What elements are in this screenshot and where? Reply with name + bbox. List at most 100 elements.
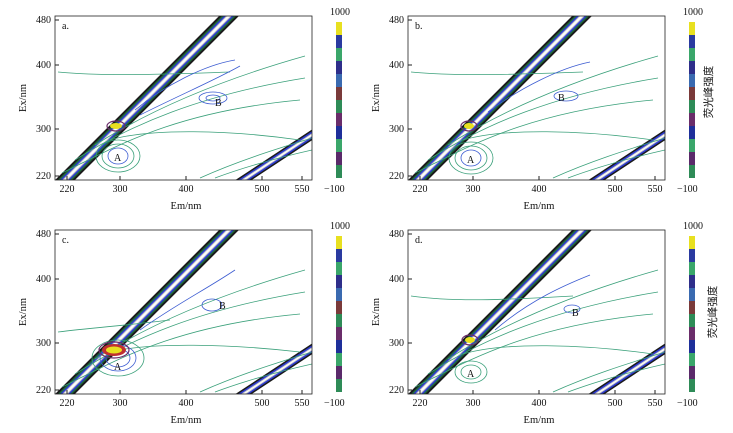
contour-field-c <box>55 230 312 394</box>
x-ticks-c: 220 300 400 500 550 <box>60 390 310 409</box>
panel-b: 220 300 400 500 550 220 300 400 480 Em/n… <box>371 7 715 212</box>
colorbar-max-label: 1000 <box>683 221 703 232</box>
peak-label-b: B <box>558 93 565 104</box>
second-order-band-c <box>235 343 312 394</box>
y-ticks-d: 220 300 400 480 <box>389 229 412 396</box>
y-tick-label: 480 <box>36 229 51 240</box>
x-tick-label: 550 <box>295 398 310 409</box>
peak-label-b: B <box>219 301 226 312</box>
colorbar-max-label: 1000 <box>330 7 350 18</box>
y-axis-label: Ex/nm <box>18 84 29 112</box>
intense-core-c <box>98 341 130 359</box>
rayleigh-band-d <box>408 230 592 394</box>
y-tick-label: 400 <box>36 274 51 285</box>
y-tick-label: 220 <box>389 171 404 182</box>
intense-core-a <box>106 120 126 132</box>
colorbar-min-label: −100 <box>324 398 345 409</box>
plot-frame-c <box>54 229 313 395</box>
second-order-band-d <box>588 343 665 394</box>
panel-a: 220 300 400 500 550 220 300 400 480 Em/n… <box>18 7 350 212</box>
panel-d: 220 300 400 500 550 220 300 400 480 Em/n… <box>371 221 719 426</box>
plot-frame-a <box>54 15 313 181</box>
x-tick-label: 400 <box>532 184 547 195</box>
rayleigh-band-a <box>55 16 239 180</box>
contour-lines-d <box>410 269 665 393</box>
y-tick-label: 480 <box>36 15 51 26</box>
contour-lines-a <box>57 55 312 179</box>
y-tick-label: 480 <box>389 15 404 26</box>
y-ticks-a: 220 300 400 480 <box>36 15 59 182</box>
panel-label: c. <box>62 235 69 246</box>
colorbar-b: 1000 −100 荧光峰强度 <box>677 7 715 195</box>
y-tick-label: 400 <box>389 60 404 71</box>
colorbar-min-label: −100 <box>677 398 698 409</box>
colorbar-title: 荧光峰强度 <box>706 285 719 338</box>
colorbar-min-label: −100 <box>324 184 345 195</box>
x-axis-label: Em/nm <box>524 415 555 426</box>
peak-label-b: B <box>215 98 222 109</box>
x-axis-label: Em/nm <box>171 415 202 426</box>
x-tick-label: 550 <box>295 184 310 195</box>
x-tick-label: 220 <box>60 184 75 195</box>
panel-c: 220 300 400 500 550 220 300 400 480 Em/n… <box>18 221 350 426</box>
peak-label-a: A <box>114 362 122 373</box>
colorbar-d: 1000 −100 荧光峰强度 <box>677 221 719 409</box>
plot-frame-d <box>407 229 666 395</box>
x-tick-label: 400 <box>179 398 194 409</box>
panel-label: d. <box>415 235 423 246</box>
y-tick-label: 400 <box>36 60 51 71</box>
panel-label: b. <box>415 21 423 32</box>
plot-frame-b <box>407 15 666 181</box>
y-tick-label: 400 <box>389 274 404 285</box>
x-tick-label: 300 <box>466 398 481 409</box>
x-tick-label: 300 <box>113 398 128 409</box>
y-tick-label: 300 <box>389 124 404 135</box>
y-tick-label: 300 <box>36 338 51 349</box>
colorbar-max-label: 1000 <box>683 7 703 18</box>
contour-lines-b <box>410 55 665 179</box>
contour-field-d <box>408 230 665 394</box>
second-order-band-b <box>588 129 665 180</box>
y-axis-label: Ex/nm <box>371 298 382 326</box>
peak-label-a: A <box>467 155 475 166</box>
y-tick-label: 220 <box>36 171 51 182</box>
panel-label: a. <box>62 21 69 32</box>
x-tick-label: 300 <box>113 184 128 195</box>
x-tick-label: 500 <box>255 184 270 195</box>
y-axis-label: Ex/nm <box>18 298 29 326</box>
rayleigh-band-c <box>55 230 239 394</box>
x-tick-label: 400 <box>179 184 194 195</box>
y-axis-label: Ex/nm <box>371 84 382 112</box>
x-ticks-d: 220 300 400 500 550 <box>413 390 663 409</box>
y-tick-label: 480 <box>389 229 404 240</box>
y-ticks-b: 220 300 400 480 <box>389 15 412 182</box>
x-ticks-a: 220 300 400 500 550 <box>60 176 310 195</box>
y-ticks-c: 220 300 400 480 <box>36 229 59 396</box>
x-tick-label: 500 <box>608 398 623 409</box>
x-tick-label: 300 <box>466 184 481 195</box>
intense-core-d <box>461 334 479 346</box>
contour-lines-c <box>57 269 312 393</box>
x-tick-label: 220 <box>413 184 428 195</box>
x-tick-label: 220 <box>413 398 428 409</box>
intense-core-b <box>460 120 478 132</box>
x-tick-label: 500 <box>608 184 623 195</box>
x-axis-label: Em/nm <box>524 201 555 212</box>
colorbar-c: 1000 −100 <box>324 221 350 409</box>
x-tick-label: 400 <box>532 398 547 409</box>
x-axis-label: Em/nm <box>171 201 202 212</box>
colorbar-title: 荧光峰强度 <box>702 65 715 118</box>
colorbar-a: 1000 −100 <box>324 7 350 195</box>
contour-field-b <box>408 16 665 180</box>
x-tick-label: 550 <box>648 184 663 195</box>
y-tick-label: 300 <box>36 124 51 135</box>
x-tick-label: 550 <box>648 398 663 409</box>
y-tick-label: 220 <box>389 385 404 396</box>
x-ticks-b: 220 300 400 500 550 <box>413 176 663 195</box>
peak-label-b: B <box>572 308 579 319</box>
colorbar-max-label: 1000 <box>330 221 350 232</box>
rayleigh-band-b <box>408 16 592 180</box>
peak-label-a: A <box>467 369 475 380</box>
peak-label-a: A <box>114 153 122 164</box>
